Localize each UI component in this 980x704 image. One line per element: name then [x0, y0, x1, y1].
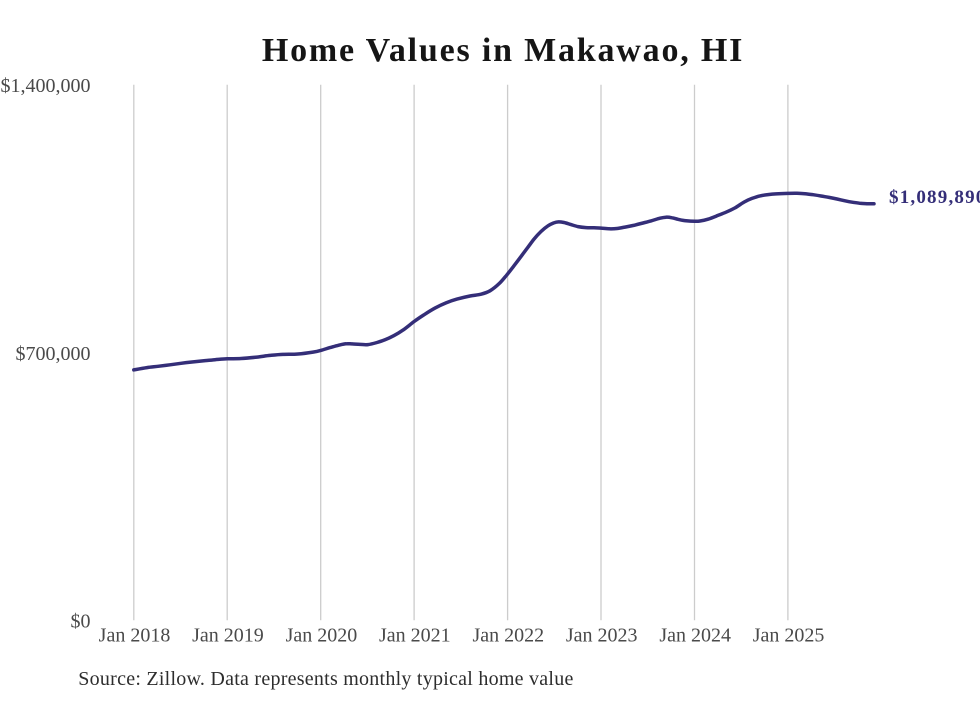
svg-text:Jan 2024: Jan 2024 [659, 624, 731, 646]
svg-text:Home Values in Makawao, HI: Home Values in Makawao, HI [262, 32, 744, 69]
svg-text:Jan 2022: Jan 2022 [472, 624, 544, 646]
svg-text:Jan 2025: Jan 2025 [753, 624, 825, 646]
svg-text:$1,400,000: $1,400,000 [1, 75, 91, 97]
svg-text:Jan 2021: Jan 2021 [379, 624, 451, 646]
svg-text:Source: Zillow. Data represent: Source: Zillow. Data represents monthly … [78, 668, 573, 690]
svg-text:Jan 2019: Jan 2019 [192, 624, 264, 646]
svg-text:Jan 2023: Jan 2023 [566, 624, 638, 646]
svg-text:$700,000: $700,000 [16, 343, 91, 365]
svg-text:$0: $0 [71, 611, 91, 633]
svg-text:$1,089,890: $1,089,890 [889, 187, 980, 208]
svg-text:Jan 2018: Jan 2018 [99, 624, 171, 646]
svg-text:Jan 2020: Jan 2020 [286, 624, 358, 646]
